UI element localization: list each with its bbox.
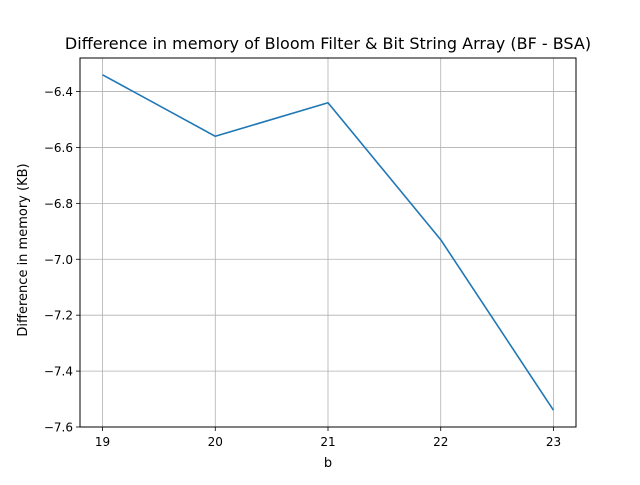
y-tick-label: −6.8 xyxy=(44,197,73,211)
series xyxy=(102,74,555,411)
series-line xyxy=(102,74,555,411)
y-axis-label: Difference in memory (KB) xyxy=(16,163,31,336)
x-axis: 19 20 21 22 23 xyxy=(95,427,561,449)
x-tick-label: 19 xyxy=(95,435,110,449)
y-tick-label: −6.6 xyxy=(44,141,73,155)
y-tick-label: −7.6 xyxy=(44,421,73,435)
y-tick-label: −7.4 xyxy=(44,365,73,379)
chart-title: Difference in memory of Bloom Filter & B… xyxy=(65,34,591,53)
x-tick-label: 23 xyxy=(546,435,561,449)
x-axis-label: b xyxy=(324,456,332,471)
y-tick-label: −6.4 xyxy=(44,85,73,99)
x-tick-label: 20 xyxy=(208,435,223,449)
y-tick-label: −7.0 xyxy=(44,253,73,267)
x-tick-label: 21 xyxy=(320,435,335,449)
y-tick-label: −7.2 xyxy=(44,309,73,323)
y-axis: −6.4 −6.6 −6.8 −7.0 −7.2 −7.4 −7.6 xyxy=(44,85,80,435)
x-tick-label: 22 xyxy=(433,435,448,449)
